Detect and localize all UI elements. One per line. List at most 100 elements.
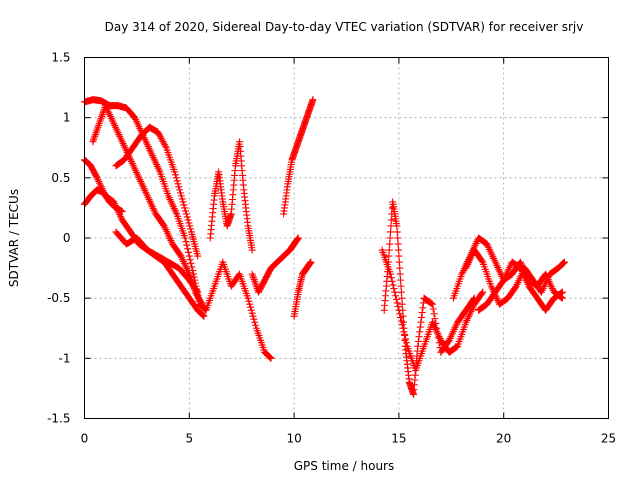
data-point (177, 192, 185, 200)
y-tick-label: 0 (63, 231, 71, 245)
x-tick-label: 20 (496, 432, 511, 446)
x-tick-label: 25 (601, 432, 616, 446)
data-point (92, 129, 100, 137)
data-point (396, 270, 404, 278)
data-point (184, 216, 192, 224)
data-point (93, 127, 101, 135)
data-series (112, 123, 202, 260)
y-tick-label: 0.5 (51, 171, 70, 185)
data-point (182, 210, 190, 218)
data-point (185, 219, 193, 227)
data-point (247, 306, 255, 314)
data-series (112, 228, 202, 296)
chart-title: Day 314 of 2020, Sidereal Day-to-day VTE… (105, 20, 584, 34)
data-point (251, 277, 259, 285)
data-point (98, 112, 106, 120)
data-point (397, 276, 405, 284)
data-point (397, 282, 405, 290)
plot-area (81, 96, 568, 398)
plot-frame (84, 57, 609, 419)
y-tick-label: -1 (59, 351, 71, 365)
data-point (385, 246, 393, 254)
data-point (418, 309, 426, 317)
data-point (414, 342, 422, 350)
data-point (90, 136, 98, 144)
data-point (155, 130, 163, 138)
data-point (388, 277, 396, 285)
data-point (250, 315, 258, 323)
data-point (251, 279, 259, 287)
data-series (81, 186, 126, 216)
data-point (393, 228, 401, 236)
y-tick-label: -1.5 (47, 412, 70, 426)
data-point (414, 337, 422, 345)
data-point (194, 288, 202, 296)
data-point (182, 238, 190, 246)
data-point (245, 297, 253, 305)
data-point (98, 111, 106, 119)
data-point (248, 309, 256, 317)
data-point (428, 300, 436, 308)
data-point (385, 252, 393, 260)
data-point (419, 304, 427, 312)
data-point (194, 252, 202, 260)
data-point (159, 137, 167, 145)
data-point (397, 288, 405, 296)
data-point (187, 225, 195, 233)
data-point (557, 289, 565, 297)
data-point (430, 310, 438, 318)
data-point (246, 300, 254, 308)
data-point (389, 281, 397, 289)
data-point (250, 276, 258, 284)
data-point (397, 317, 405, 325)
data-point (394, 303, 402, 311)
x-axis-label: GPS time / hours (294, 459, 395, 473)
data-point (186, 222, 194, 230)
data-point (398, 300, 406, 308)
data-point (174, 180, 182, 188)
data-point (89, 138, 97, 146)
data-point (395, 258, 403, 266)
data-point (427, 299, 435, 307)
data-point (92, 173, 100, 181)
data-point (248, 270, 256, 278)
data-point (400, 328, 408, 336)
data-point (396, 310, 404, 318)
data-point (197, 299, 205, 307)
data-point (387, 222, 395, 230)
x-tick-label: 15 (391, 432, 406, 446)
data-point (444, 337, 452, 345)
data-point (560, 258, 568, 266)
data-point (393, 299, 401, 307)
data-point (187, 259, 195, 267)
data-point (499, 277, 507, 285)
data-point (176, 251, 184, 259)
data-point (182, 207, 190, 215)
data-point (176, 189, 184, 197)
data-point (199, 312, 207, 320)
data-point (428, 300, 436, 308)
data-point (156, 133, 164, 141)
data-point (94, 123, 102, 131)
data-point (193, 287, 201, 295)
data-point (402, 339, 410, 347)
data-point (157, 134, 165, 142)
data-point (244, 294, 252, 302)
data-point (386, 234, 394, 242)
data-point (91, 132, 99, 140)
data-point (171, 168, 179, 176)
data-point (390, 285, 398, 293)
data-point (171, 171, 179, 179)
data-point (235, 271, 243, 279)
y-tick-label: 1 (63, 111, 71, 125)
data-series (378, 246, 487, 374)
data-series (380, 198, 478, 398)
data-point (415, 333, 423, 341)
tick-labels: 0 5 10 15 20 25 -1.5 -1 -0.5 0 0.5 1 1.5 (47, 51, 616, 446)
data-point (394, 240, 402, 248)
data-point (401, 331, 409, 339)
data-point (391, 288, 399, 296)
data-point (386, 240, 394, 248)
data-point (183, 241, 191, 249)
data-point (181, 234, 189, 242)
